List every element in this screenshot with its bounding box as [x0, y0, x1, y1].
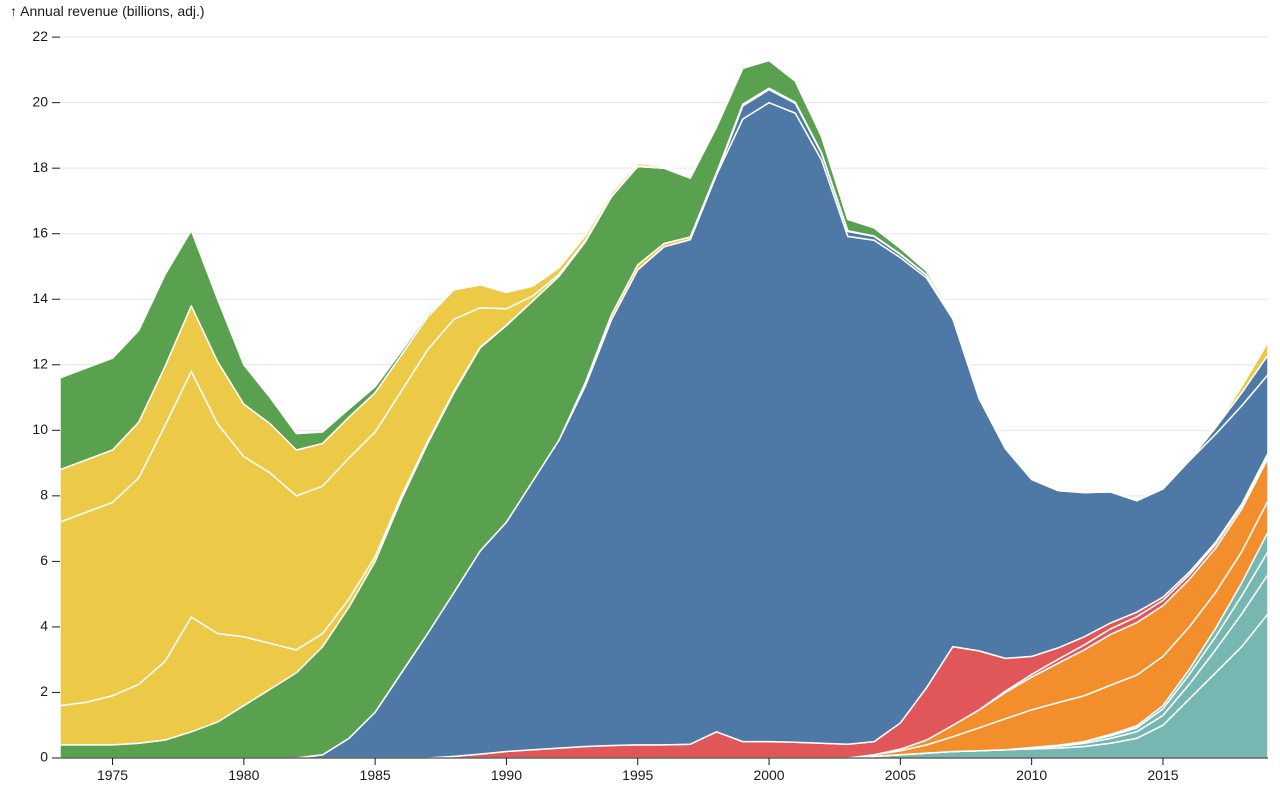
x-tick-label: 1990 [491, 767, 522, 783]
stacked-area-chart: 0 2 4 6 8 10 12 14 16 18 20 22 1975 1980 1985 1990 1995 2… [0, 0, 1280, 792]
y-tick-label: 14 [32, 290, 48, 306]
x-tick-label: 1995 [622, 767, 653, 783]
y-tick-label: 20 [32, 93, 48, 109]
y-tick-label: 6 [40, 552, 48, 568]
x-tick-label: 1975 [97, 767, 128, 783]
y-axis-label: ↑ Annual revenue (billions, adj.) [10, 3, 205, 19]
x-tick-label: 1985 [360, 767, 391, 783]
x-tick-label: 2015 [1147, 767, 1178, 783]
x-tick-label: 2005 [885, 767, 916, 783]
y-tick-label: 0 [40, 749, 48, 765]
x-tick-label: 2000 [753, 767, 784, 783]
y-tick-label: 22 [32, 28, 48, 44]
y-tick-label: 12 [32, 355, 48, 371]
y-tick-label: 2 [40, 683, 48, 699]
y-tick-label: 8 [40, 487, 48, 503]
y-tick-label: 4 [40, 618, 48, 634]
y-tick-label: 18 [32, 159, 48, 175]
y-tick-label: 10 [32, 421, 48, 437]
x-tick-label: 1980 [228, 767, 259, 783]
y-tick-label: 16 [32, 224, 48, 240]
x-tick-label: 2010 [1016, 767, 1047, 783]
